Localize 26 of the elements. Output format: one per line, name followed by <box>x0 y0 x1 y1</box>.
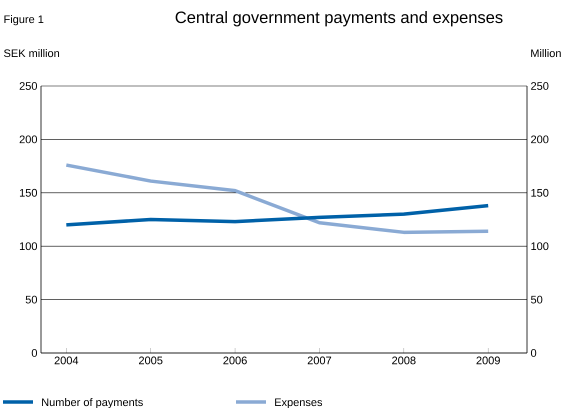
legend-label: Expenses <box>275 398 322 408</box>
y2-axis-title: Million <box>531 49 561 58</box>
y-axis-title: SEK million <box>4 49 60 58</box>
y-tick-label: 250 <box>20 82 38 90</box>
y2-tick-label: 200 <box>531 136 548 144</box>
x-tick-label: 2007 <box>308 356 332 364</box>
y-tick-label: 0 <box>32 349 38 357</box>
x-tick-label: 2005 <box>139 356 162 364</box>
y-tick-label: 150 <box>20 188 38 197</box>
y2-tick-label: 150 <box>531 188 548 197</box>
y2-tick-label: 250 <box>531 82 548 90</box>
chart-title: Central government payments and expenses <box>176 11 503 26</box>
y-tick-label: 100 <box>20 242 38 250</box>
y-tick-label: 200 <box>20 136 38 144</box>
y-tick-label: 50 <box>26 296 38 304</box>
x-tick-label: 2004 <box>54 356 78 364</box>
y2-tick-label: 0 <box>530 349 536 357</box>
x-tick-label: 2009 <box>476 356 500 364</box>
legend-label: Number of payments <box>42 398 143 408</box>
line-series <box>64 163 490 234</box>
x-tick-label: 2008 <box>392 356 416 364</box>
y2-tick-label: 50 <box>530 296 542 304</box>
line-series <box>64 204 490 227</box>
x-tick-label: 2006 <box>223 356 247 364</box>
y2-tick-label: 100 <box>531 242 548 250</box>
caption: Figure 1 <box>4 15 44 26</box>
